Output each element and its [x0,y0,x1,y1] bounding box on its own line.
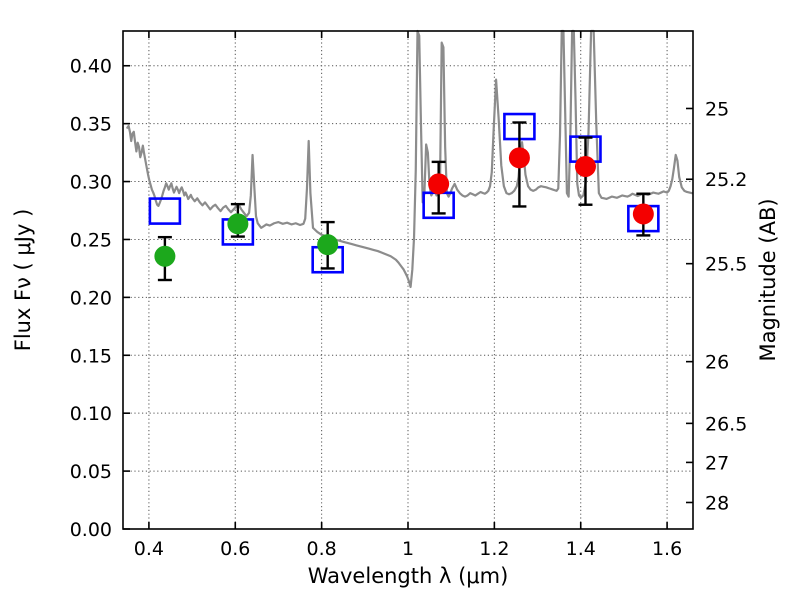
y-axis-label-right: Magnitude (AB) [756,198,780,361]
y-tick-label-right: 27 [705,452,729,474]
x-tick-label: 0.8 [307,538,337,560]
y-tick-label-left: 0.40 [70,56,112,78]
y-tick-label-left: 0.20 [70,287,112,309]
red-data-point [428,173,450,195]
red-data-point [632,203,654,225]
y-tick-label-left: 0.15 [70,345,112,367]
y-tick-label-left: 0.00 [70,519,112,541]
x-tick-label: 0.4 [134,538,164,560]
y-tick-label-left: 0.30 [70,172,112,194]
model-square-marker [148,197,182,225]
y-tick-label-left: 0.35 [70,114,112,136]
spectrum-path [126,29,694,289]
y-tick-label-right: 26.5 [705,413,747,435]
y-tick-label-right: 25 [705,98,729,120]
x-tick-label: 1.6 [652,538,682,560]
axis-ticks [123,31,693,530]
data-point-markers [154,147,654,267]
y-tick-label-right: 25.2 [705,169,747,191]
red-data-point [508,147,530,169]
y-tick-label-left: 0.05 [70,461,112,483]
x-tick-label: 1.2 [479,538,509,560]
y-tick-label-left: 0.10 [70,403,112,425]
x-tick-label: 1 [402,538,414,560]
axis-tick-labels: 0.4 0.6 0.8 1 1.2 1.4 1.6 0.00 0.05 0.10 0.15 0.20 0… [70,56,748,560]
y-axis-label-left: Flux Fν ( μJy ) [11,209,35,352]
y-tick-label-right: 25.5 [705,254,747,276]
y-tick-label-right: 28 [705,492,729,514]
green-data-point [317,234,339,256]
x-tick-label: 1.4 [566,538,596,560]
y-tick-label-left: 0.25 [70,229,112,251]
model-spectrum-curve [126,29,694,289]
red-data-point [574,156,596,178]
grid-lines [123,31,693,529]
x-tick-label: 0.6 [220,538,250,560]
green-data-point [154,245,176,267]
x-axis-label: Wavelength λ (μm) [308,564,509,588]
green-data-point [227,213,249,235]
y-tick-label-right: 26 [705,352,729,374]
